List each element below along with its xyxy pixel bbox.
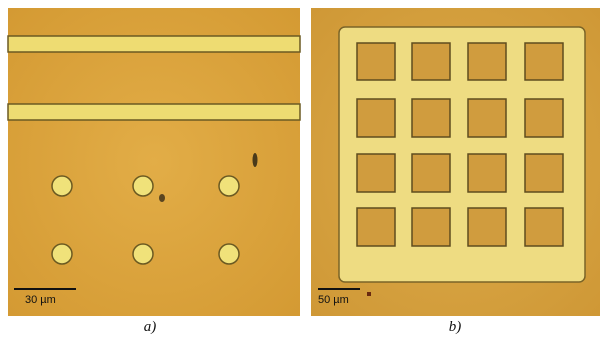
- stripe: [8, 36, 300, 52]
- scale-label: 50 µm: [318, 294, 349, 306]
- debris: [367, 292, 371, 296]
- stripe: [8, 104, 300, 120]
- panel-a: 30 µm a): [8, 8, 300, 335]
- scale-label: 30 µm: [25, 294, 56, 306]
- panel-b: 50 µm b): [311, 8, 600, 335]
- figure: 30 µm a) 50 µm b): [0, 0, 603, 338]
- caption: a): [144, 319, 157, 335]
- caption: b): [449, 319, 462, 335]
- debris: [159, 194, 165, 202]
- debris: [253, 153, 258, 167]
